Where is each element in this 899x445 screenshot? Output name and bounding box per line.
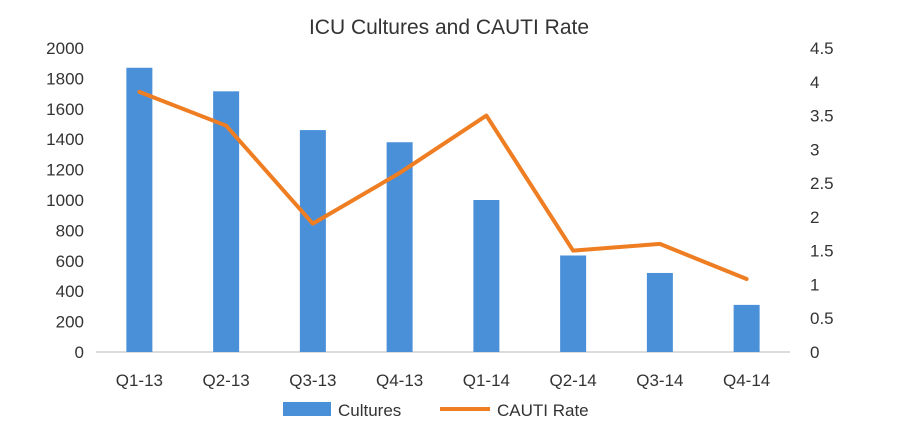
right-axis-tick-label: 0	[810, 343, 819, 362]
right-axis-tick-label: 0.5	[810, 309, 834, 328]
bar-cultures-q2-13	[213, 91, 240, 352]
right-axis-tick-label: 4.5	[810, 39, 834, 58]
cauti-rate-line	[137, 89, 749, 282]
right-axis-tick-label: 3	[810, 140, 819, 159]
left-axis-tick-label: 1600	[46, 100, 84, 119]
left-axis-tick-label: 400	[56, 282, 84, 301]
x-axis-ticks: Q1-13 Q2-13 Q3-13 Q4-13 Q1-14 Q2-14 Q3-14 Q4-14	[116, 371, 771, 390]
left-axis-tick-label: 200	[56, 313, 84, 332]
x-axis-tick-label: Q2-13	[203, 371, 250, 390]
right-axis-tick-label: 1	[810, 275, 819, 294]
left-axis-tick-label: 800	[56, 221, 84, 240]
bar-cultures-q3-13	[299, 130, 326, 352]
bar-cultures-q1-13	[126, 67, 153, 352]
right-axis-tick-label: 2.5	[810, 174, 834, 193]
right-axis-tick-label: 3.5	[810, 107, 834, 126]
left-axis-tick-label: 1200	[46, 161, 84, 180]
cultures-bars	[126, 67, 760, 352]
right-axis-tick-label: 1.5	[810, 242, 834, 261]
x-axis-tick-label: Q3-14	[636, 371, 683, 390]
x-axis-tick-label: Q4-13	[376, 371, 423, 390]
x-axis-tick-label: Q2-14	[550, 371, 597, 390]
legend-label-cultures: Cultures	[338, 401, 401, 420]
legend: Cultures CAUTI Rate	[283, 401, 589, 420]
bar-cultures-q3-14	[646, 272, 673, 352]
legend-swatch-cultures	[283, 402, 331, 416]
left-axis-tick-label: 0	[75, 343, 84, 362]
bar-cultures-q4-14	[733, 304, 760, 352]
left-axis-tick-label: 1400	[46, 130, 84, 149]
left-axis-tick-label: 600	[56, 252, 84, 271]
x-axis-tick-label: Q4-14	[723, 371, 770, 390]
left-axis-tick-label: 1800	[46, 69, 84, 88]
left-axis: 0 200 400 600 800 1000 1200 1400 1600 1800 2000	[46, 39, 84, 362]
x-axis-tick-label: Q1-14	[463, 371, 510, 390]
right-axis: 0 0.5 1 1.5 2 2.5 3 3.5 4 4.5	[810, 39, 834, 362]
line-cauti-rate-path	[137, 89, 749, 282]
chart-title: ICU Cultures and CAUTI Rate	[309, 16, 589, 39]
right-axis-tick-label: 2	[810, 208, 819, 227]
bar-cultures-q1-14	[473, 200, 500, 352]
left-axis-tick-label: 2000	[46, 39, 84, 58]
bar-cultures-q2-14	[560, 255, 587, 352]
right-axis-tick-label: 4	[810, 73, 819, 92]
left-axis-tick-label: 1000	[46, 191, 84, 210]
x-axis-tick-label: Q1-13	[116, 371, 163, 390]
legend-label-cauti-rate: CAUTI Rate	[497, 401, 589, 420]
x-axis-tick-label: Q3-13	[289, 371, 336, 390]
